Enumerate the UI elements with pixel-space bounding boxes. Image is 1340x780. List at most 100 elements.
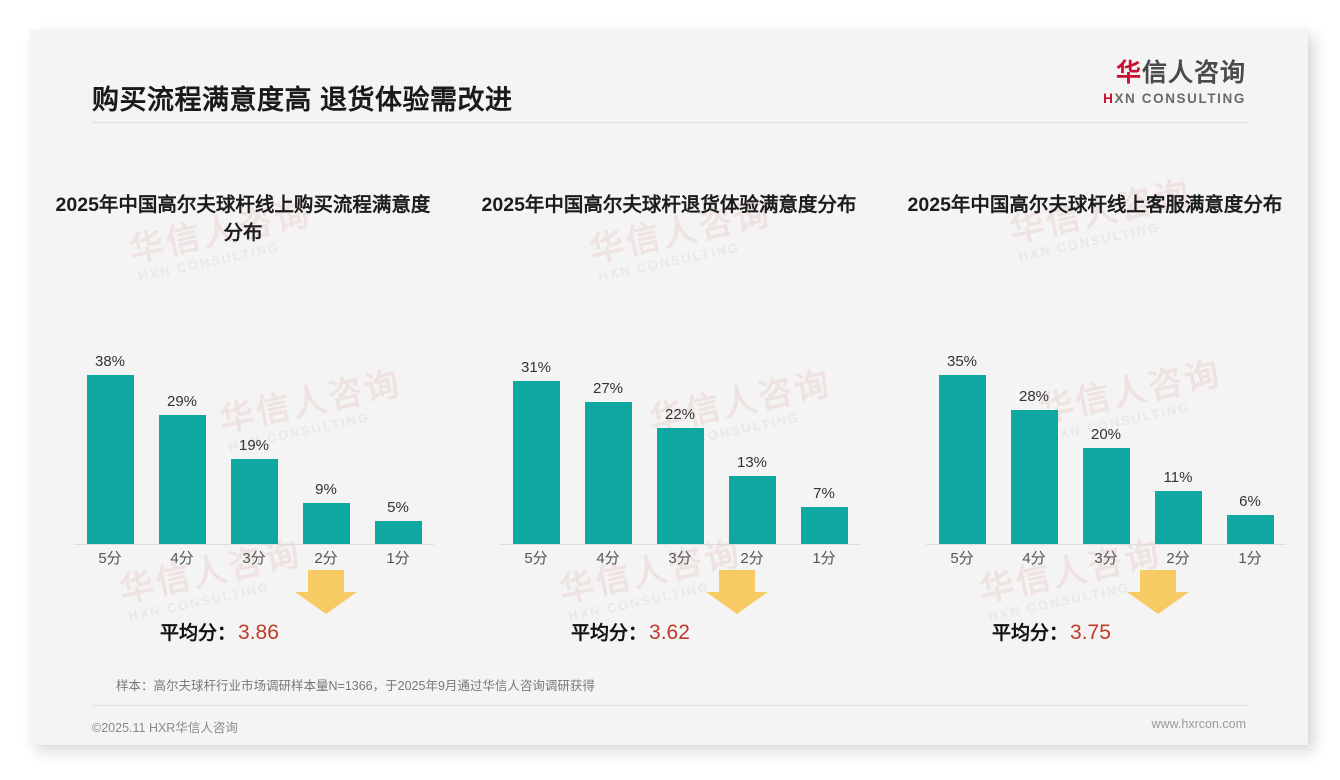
x-tick-label: 3分 bbox=[1094, 550, 1118, 567]
x-axis-line bbox=[926, 544, 1286, 545]
bar[interactable] bbox=[656, 428, 704, 544]
bar-slot[interactable]: 38% bbox=[74, 315, 146, 544]
bar-value-label: 31% bbox=[520, 359, 552, 376]
bar-slot[interactable]: 7% bbox=[788, 315, 860, 544]
bar[interactable] bbox=[374, 521, 422, 544]
slide-footer: ©2025.11 HXR华信人咨询 www.hxrcon.com bbox=[30, 712, 1308, 745]
bar-value-label: 5% bbox=[387, 499, 409, 516]
average-score-text: 平均分：3.62 bbox=[571, 618, 690, 645]
x-axis-line bbox=[500, 544, 860, 545]
chart-panel-customer-service: 2025年中国高尔夫球杆线上客服满意度分布 35% 28% 20% bbox=[882, 140, 1308, 660]
bar-slot[interactable]: 31% bbox=[500, 315, 572, 544]
bar-series: 35% 28% 20% 11% bbox=[926, 315, 1286, 544]
x-tick-label: 1分 bbox=[812, 550, 836, 567]
logo-cn-rest: 信人咨询 bbox=[1141, 59, 1246, 87]
bar-value-label: 38% bbox=[94, 353, 126, 370]
footer-divider bbox=[92, 705, 1248, 706]
bar[interactable] bbox=[230, 459, 278, 544]
down-arrow-icon bbox=[1127, 570, 1189, 614]
bar[interactable] bbox=[938, 375, 986, 544]
bar-slot[interactable]: 19% bbox=[218, 315, 290, 544]
sample-footnote: 样本：高尔夫球杆行业市场调研样本量N=1366，于2025年9月通过华信人咨询调… bbox=[116, 679, 595, 693]
bar[interactable] bbox=[800, 507, 848, 544]
chart-panel-return-experience: 2025年中国高尔夫球杆退货体验满意度分布 31% 27% 22% bbox=[456, 140, 882, 660]
x-tick-label: 5分 bbox=[524, 550, 548, 567]
arrow-head bbox=[1127, 592, 1189, 614]
logo-chinese-text: 华信人咨询 bbox=[1103, 59, 1246, 88]
bar-slot[interactable]: 20% bbox=[1070, 315, 1142, 544]
bar-value-label: 13% bbox=[736, 454, 768, 471]
logo-en-rest: XN CONSULTING bbox=[1114, 90, 1246, 106]
chart-title: 2025年中国高尔夫球杆线上客服满意度分布 bbox=[907, 194, 1283, 216]
bar-value-label: 19% bbox=[238, 437, 270, 454]
bar[interactable] bbox=[1082, 448, 1130, 544]
x-axis-line bbox=[74, 544, 434, 545]
bar-slot[interactable]: 22% bbox=[644, 315, 716, 544]
copyright-text: ©2025.11 HXR华信人咨询 bbox=[92, 721, 238, 735]
bar[interactable] bbox=[512, 381, 560, 544]
bar-slot[interactable]: 11% bbox=[1142, 315, 1214, 544]
bar-slot[interactable]: 9% bbox=[290, 315, 362, 544]
bar-slot[interactable]: 13% bbox=[716, 315, 788, 544]
slide-header: 购买流程满意度高 退货体验需改进 华信人咨询 HXN CONSULTING bbox=[30, 30, 1308, 124]
x-tick-label: 3分 bbox=[242, 550, 266, 567]
bar[interactable] bbox=[158, 415, 206, 544]
bar[interactable] bbox=[1226, 515, 1274, 544]
x-axis-tick-labels: 5分 4分 3分 2分 1分 bbox=[926, 547, 1286, 568]
bar-value-label: 29% bbox=[166, 393, 198, 410]
bar-value-label: 20% bbox=[1090, 426, 1122, 443]
arrow-head bbox=[706, 592, 768, 614]
average-score-value: 3.75 bbox=[1070, 621, 1111, 644]
average-callout: 平均分：3.75 bbox=[882, 570, 1308, 650]
slide-canvas: 华信人咨询 HXN CONSULTING 华信人咨询 HXN CONSULTIN… bbox=[30, 30, 1308, 745]
chart-panel-purchase-flow: 2025年中国高尔夫球杆线上购买流程满意度分布 38% 29% 19% bbox=[30, 140, 456, 660]
bar-plot: 38% 29% 19% 9% bbox=[74, 315, 434, 567]
bar-slot[interactable]: 27% bbox=[572, 315, 644, 544]
logo-cn-accent-char: 华 bbox=[1115, 59, 1142, 87]
arrow-head bbox=[295, 592, 357, 614]
average-callout: 平均分：3.62 bbox=[456, 570, 882, 650]
bar-series: 38% 29% 19% 9% bbox=[74, 315, 434, 544]
bar[interactable] bbox=[584, 402, 632, 544]
bar[interactable] bbox=[86, 375, 134, 544]
average-score-label: 平均分： bbox=[571, 623, 648, 644]
bar-slot[interactable]: 5% bbox=[362, 315, 434, 544]
bar-value-label: 7% bbox=[813, 485, 835, 502]
arrow-shaft bbox=[308, 570, 344, 592]
bar[interactable] bbox=[302, 503, 350, 544]
chart-title: 2025年中国高尔夫球杆线上购买流程满意度分布 bbox=[55, 194, 431, 244]
average-score-value: 3.62 bbox=[649, 621, 690, 644]
brand-logo: 华信人咨询 HXN CONSULTING bbox=[1103, 59, 1246, 106]
x-tick-label: 4分 bbox=[596, 550, 620, 567]
average-score-label: 平均分： bbox=[992, 623, 1069, 644]
x-axis-tick-labels: 5分 4分 3分 2分 1分 bbox=[500, 547, 860, 568]
bar-series: 31% 27% 22% 13% bbox=[500, 315, 860, 544]
bar-value-label: 9% bbox=[315, 481, 337, 498]
down-arrow-icon bbox=[295, 570, 357, 614]
x-tick-label: 3分 bbox=[668, 550, 692, 567]
bar[interactable] bbox=[1154, 491, 1202, 544]
bar-value-label: 22% bbox=[664, 406, 696, 423]
x-tick-label: 1分 bbox=[1238, 550, 1262, 567]
header-divider bbox=[92, 122, 1248, 123]
bar-slot[interactable]: 28% bbox=[998, 315, 1070, 544]
bar-slot[interactable]: 29% bbox=[146, 315, 218, 544]
x-tick-label: 5分 bbox=[98, 550, 122, 567]
bar-value-label: 11% bbox=[1163, 469, 1193, 486]
bar-value-label: 6% bbox=[1239, 493, 1261, 510]
bar[interactable] bbox=[728, 476, 776, 544]
chart-title: 2025年中国高尔夫球杆退货体验满意度分布 bbox=[481, 194, 857, 216]
logo-en-accent-char: H bbox=[1103, 90, 1115, 106]
x-tick-label: 2分 bbox=[1166, 550, 1190, 567]
arrow-shaft bbox=[719, 570, 755, 592]
bar[interactable] bbox=[1010, 410, 1058, 544]
bar-slot[interactable]: 35% bbox=[926, 315, 998, 544]
x-tick-label: 5分 bbox=[950, 550, 974, 567]
bar-value-label: 28% bbox=[1018, 388, 1050, 405]
bar-value-label: 27% bbox=[592, 380, 624, 397]
x-tick-label: 2分 bbox=[740, 550, 764, 567]
website-url[interactable]: www.hxrcon.com bbox=[1151, 717, 1246, 731]
bar-slot[interactable]: 6% bbox=[1214, 315, 1286, 544]
page-title: 购买流程满意度高 退货体验需改进 bbox=[92, 85, 513, 115]
average-score-label: 平均分： bbox=[160, 623, 237, 644]
